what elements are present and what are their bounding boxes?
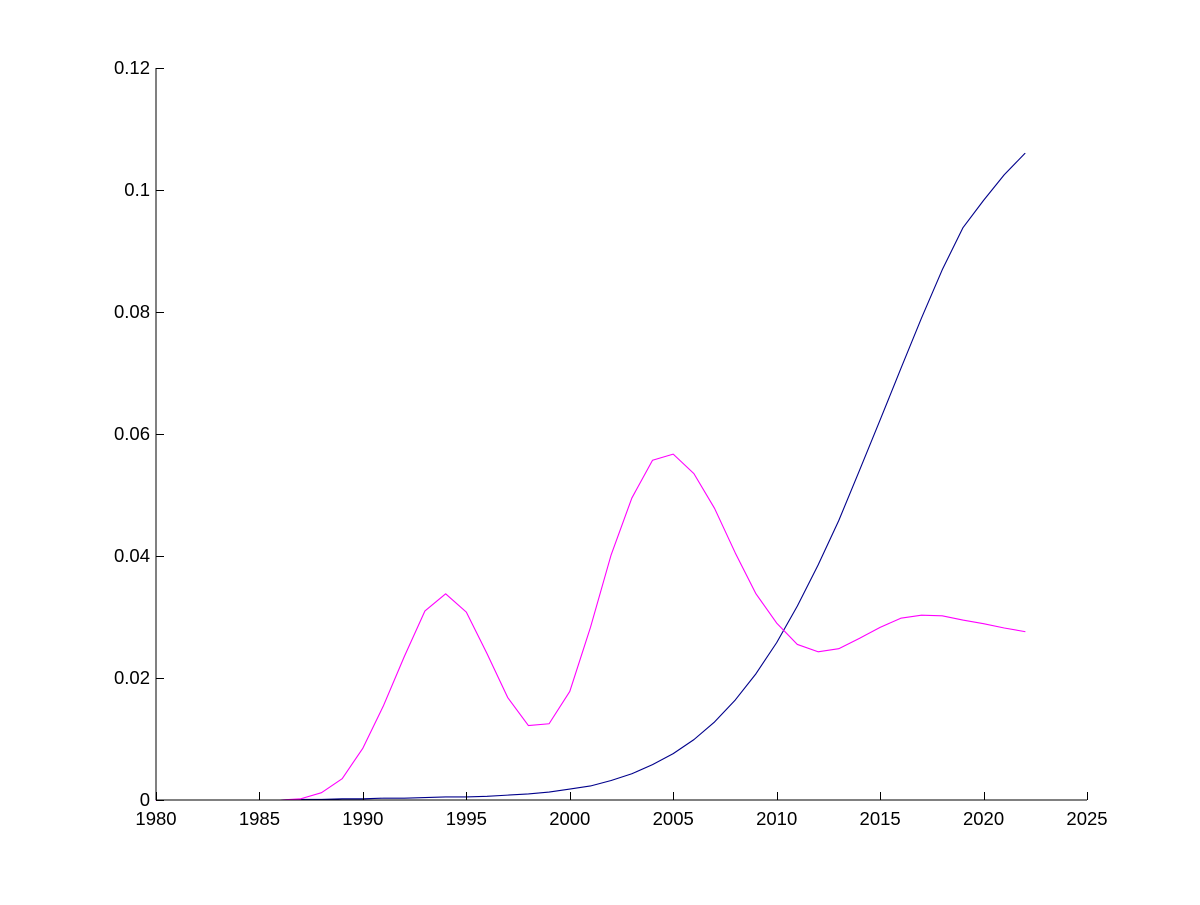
x-tick-label: 2015: [860, 808, 901, 829]
y-tick-label: 0.12: [114, 57, 150, 78]
y-tick-label: 0.02: [114, 667, 150, 688]
y-tick-label: 0: [140, 789, 150, 810]
x-tick-label: 2010: [756, 808, 797, 829]
x-tick-label: 2005: [653, 808, 694, 829]
y-tick-label: 0.08: [114, 301, 150, 322]
ticks-layer: 1980 1985 1990 1995 2000 2005 2010 2015 2020 2025…: [114, 57, 1108, 829]
x-tick-label: 2000: [549, 808, 590, 829]
x-tick-label: 2025: [1066, 808, 1107, 829]
x-tick-label: 1985: [239, 808, 280, 829]
series-line-2: [155, 453, 1026, 801]
series-layer: [155, 152, 1026, 801]
y-tick-label: 0.1: [124, 179, 150, 200]
x-tick-label: 1995: [446, 808, 487, 829]
x-tick-label: 2020: [963, 808, 1004, 829]
x-tick-label: 1990: [342, 808, 383, 829]
y-tick-label: 0.06: [114, 423, 150, 444]
series-line-1: [155, 152, 1026, 801]
x-tick-label: 1980: [135, 808, 176, 829]
y-tick-label: 0.04: [114, 545, 150, 566]
